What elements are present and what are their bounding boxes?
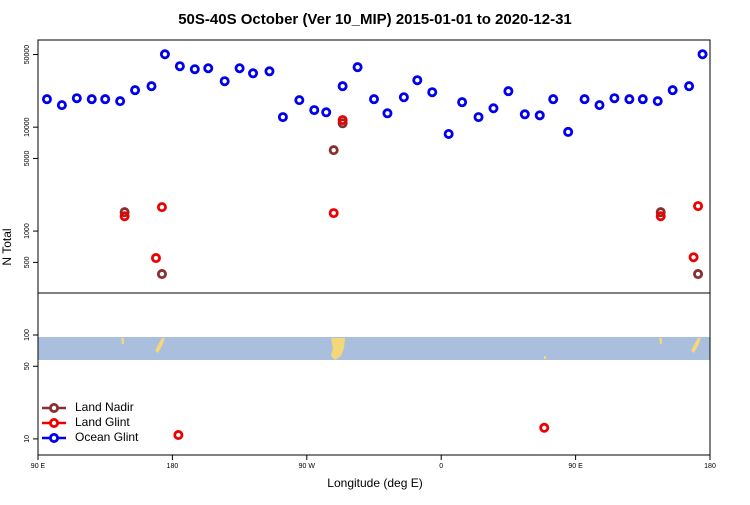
point [637,94,648,105]
point [693,201,704,212]
point [100,94,111,105]
point [667,85,678,96]
x-tick-label: 90 E [568,463,583,470]
point [86,94,97,105]
point [548,94,559,105]
plot-frame [37,39,711,456]
point [457,97,468,108]
point [697,49,708,60]
y-tick-label: 100 [24,329,31,341]
point [368,94,379,105]
point [398,92,409,103]
y-tick-label: 5000 [24,151,31,167]
point [539,422,550,433]
point [146,81,157,92]
point [579,94,590,105]
point [71,93,82,104]
point [382,108,393,119]
y-tick-label: 50 [24,362,31,370]
point [534,110,545,121]
point [655,211,666,222]
point [294,95,305,106]
point [488,103,499,114]
point [427,87,438,98]
y-tick-label: 50000 [24,45,31,65]
point [503,86,514,97]
x-tick-label: 0 [439,463,443,470]
point [688,252,699,263]
point [150,253,161,264]
y-tick-label: 10 [24,435,31,443]
point [693,269,704,280]
x-axis-label: Longitude (deg E) [327,476,422,490]
point [328,145,339,156]
point [56,100,67,111]
y-tick-label: 10000 [24,117,31,137]
point [321,107,332,118]
y-axis-label: N Total [0,228,14,265]
legend-label: Land Nadir [75,400,134,414]
point [655,207,666,218]
legend-label: Land Glint [75,415,130,429]
point [264,66,275,77]
y-tick-label: 1000 [24,223,31,239]
point [159,49,170,60]
x-tick-label: 180 [167,463,179,470]
point [203,63,214,74]
y-tick-label: 500 [24,256,31,268]
point [189,64,200,75]
legend-marker [49,432,60,443]
point [328,208,339,219]
point [337,81,348,92]
point [309,105,320,116]
point [684,81,695,92]
point [519,109,530,120]
point [594,100,605,111]
point [563,126,574,137]
x-tick-label: 90 E [31,463,46,470]
legend-marker [49,417,60,428]
point [624,94,635,105]
legend-label: Ocean Glint [75,430,139,444]
x-tick-label: 180 [704,463,716,470]
point [443,128,454,139]
chart-title: 50S-40S October (Ver 10_MIP) 2015-01-01 … [178,11,572,28]
point [130,85,141,96]
point [652,96,663,107]
point [115,96,126,107]
point [234,63,245,74]
point [173,430,184,441]
map-band [38,337,710,360]
point [337,115,348,126]
point [119,207,130,218]
x-tick-label: 90 W [299,463,316,470]
point [174,61,185,72]
point [473,112,484,123]
point [277,112,288,123]
point [219,76,230,87]
point [609,93,620,104]
point [352,62,363,73]
point [412,75,423,86]
point [119,211,130,222]
point [156,202,167,213]
point [156,269,167,280]
point [41,94,52,105]
legend-marker [49,402,60,413]
point [248,68,259,79]
